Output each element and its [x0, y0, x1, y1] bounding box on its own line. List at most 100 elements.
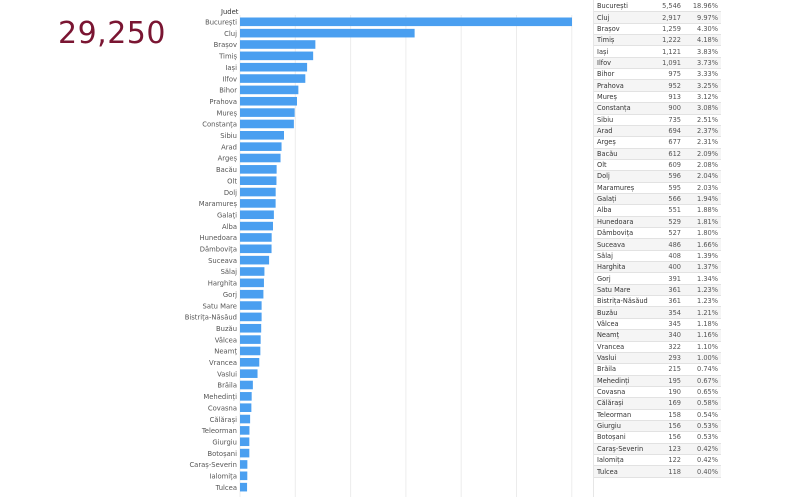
- bar[interactable]: [240, 51, 314, 61]
- bar[interactable]: [240, 85, 299, 95]
- bar[interactable]: [240, 187, 276, 197]
- table-row[interactable]: Mureș 913 3.12%: [594, 92, 721, 104]
- bar[interactable]: [240, 142, 282, 151]
- table-row[interactable]: Hunedoara 529 1.81%: [594, 216, 721, 229]
- table-row[interactable]: Sibiu 735 2.51%: [594, 115, 721, 126]
- table-row[interactable]: Botoșani 156 0.53%: [594, 432, 721, 444]
- table-cell-percent: 1.21%: [697, 308, 718, 317]
- table-row[interactable]: Galați 566 1.94%: [594, 193, 721, 206]
- table-row[interactable]: Vrancea 322 1.10%: [594, 342, 721, 353]
- bar[interactable]: [240, 460, 248, 469]
- bar[interactable]: [240, 17, 572, 27]
- table-cell-percent: 2.31%: [697, 138, 718, 147]
- bar[interactable]: [240, 380, 253, 390]
- bar[interactable]: [240, 289, 264, 299]
- table-cell-value: 612: [668, 149, 681, 158]
- bar[interactable]: [240, 346, 261, 356]
- table-row[interactable]: Dâmbovița 527 1.80%: [594, 228, 721, 240]
- table-row[interactable]: Ilfov 1,091 3.73%: [594, 57, 721, 70]
- table-row[interactable]: Tulcea 118 0.40%: [594, 466, 721, 478]
- bar[interactable]: [240, 369, 258, 378]
- table-row[interactable]: Călărași 169 0.58%: [594, 398, 721, 410]
- bar[interactable]: [240, 482, 248, 492]
- table-row[interactable]: Buzău 354 1.21%: [594, 307, 721, 319]
- category-label: Vrancea: [209, 359, 237, 367]
- bar[interactable]: [240, 40, 316, 49]
- bar[interactable]: [240, 301, 262, 310]
- bar[interactable]: [240, 165, 277, 174]
- bar[interactable]: [240, 210, 274, 220]
- table-row[interactable]: Arad 694 2.37%: [594, 125, 721, 138]
- table-row[interactable]: București 5,546 18.96%: [594, 1, 721, 13]
- table-cell-percent: 2.04%: [697, 172, 718, 181]
- table-cell-name: Cluj: [597, 13, 610, 22]
- table-row[interactable]: Gorj 391 1.34%: [594, 273, 721, 285]
- bar[interactable]: [240, 323, 262, 333]
- table-row[interactable]: Cluj 2,917 9.97%: [594, 12, 721, 24]
- bar[interactable]: [240, 437, 250, 447]
- table-cell-name: Suceava: [597, 240, 626, 249]
- table-row[interactable]: Bihor 975 3.33%: [594, 69, 721, 81]
- table-row[interactable]: Mehedinți 195 0.67%: [594, 375, 721, 387]
- table-row[interactable]: Alba 551 1.88%: [594, 205, 721, 217]
- table-row[interactable]: Dolj 596 2.04%: [594, 171, 721, 183]
- bar[interactable]: [240, 131, 284, 140]
- table-cell-name: Timiș: [597, 36, 615, 45]
- table-row[interactable]: Suceava 486 1.66%: [594, 239, 721, 251]
- bar[interactable]: [240, 28, 415, 38]
- bar[interactable]: [240, 358, 260, 367]
- table-row[interactable]: Bacău 612 2.09%: [594, 148, 721, 160]
- bar[interactable]: [240, 426, 250, 435]
- table-cell-name: Călărași: [597, 399, 624, 408]
- bar[interactable]: [240, 403, 252, 412]
- bar[interactable]: [240, 255, 270, 265]
- table-row[interactable]: Sălaj 408 1.39%: [594, 251, 721, 263]
- table-row[interactable]: Iași 1,121 3.83%: [594, 46, 721, 58]
- table-row[interactable]: Brașov 1,259 4.30%: [594, 24, 721, 36]
- table-row[interactable]: Prahova 952 3.25%: [594, 80, 721, 92]
- table-row[interactable]: Harghita 400 1.37%: [594, 262, 721, 274]
- table-row[interactable]: Neamț 340 1.16%: [594, 330, 721, 342]
- bar[interactable]: [240, 108, 295, 117]
- bar[interactable]: [240, 153, 281, 163]
- bar[interactable]: [240, 199, 276, 208]
- table-row[interactable]: Brăila 215 0.74%: [594, 364, 721, 376]
- table-row[interactable]: Satu Mare 361 1.23%: [594, 284, 721, 297]
- table-row[interactable]: Vâlcea 345 1.18%: [594, 319, 721, 331]
- table-cell-percent: 1.10%: [697, 342, 718, 351]
- table-cell-name: Bistrița-Năsăud: [597, 297, 648, 306]
- bar[interactable]: [240, 74, 306, 83]
- bar[interactable]: [240, 221, 273, 231]
- bar[interactable]: [240, 176, 277, 185]
- bar[interactable]: [240, 414, 251, 424]
- bar[interactable]: [240, 96, 297, 106]
- table-row[interactable]: Covasna 190 0.65%: [594, 387, 721, 399]
- table-row[interactable]: Olt 609 2.08%: [594, 160, 721, 172]
- bar[interactable]: [240, 119, 294, 129]
- table-row[interactable]: Vaslui 293 1.00%: [594, 352, 721, 365]
- bar[interactable]: [240, 267, 265, 276]
- table-row[interactable]: Ialomița 122 0.42%: [594, 455, 721, 467]
- bar[interactable]: [240, 233, 272, 242]
- table-row[interactable]: Giurgiu 156 0.53%: [594, 420, 721, 433]
- table-row[interactable]: Argeș 677 2.31%: [594, 137, 721, 149]
- bar[interactable]: [240, 448, 250, 458]
- table-cell-percent: 2.51%: [697, 115, 718, 124]
- table-cell-value: 677: [668, 138, 681, 147]
- bar[interactable]: [240, 335, 261, 344]
- bar[interactable]: [240, 244, 272, 254]
- table-row[interactable]: Constanța 900 3.08%: [594, 103, 721, 115]
- table-cell-percent: 2.03%: [697, 183, 718, 192]
- bar[interactable]: [240, 471, 248, 481]
- table-cell-value: 400: [668, 263, 681, 272]
- bar[interactable]: [240, 392, 252, 401]
- table-row[interactable]: Caraș-Severin 123 0.42%: [594, 443, 721, 456]
- table-row[interactable]: Maramureș 595 2.03%: [594, 183, 721, 194]
- table-row[interactable]: Timiș 1,222 4.18%: [594, 35, 721, 47]
- table-row[interactable]: Teleorman 158 0.54%: [594, 410, 721, 421]
- bar[interactable]: [240, 278, 264, 288]
- bar[interactable]: [240, 312, 262, 322]
- bar[interactable]: [240, 62, 308, 72]
- category-label: Suceava: [208, 257, 237, 265]
- table-row[interactable]: Bistrița-Năsăud 361 1.23%: [594, 296, 721, 308]
